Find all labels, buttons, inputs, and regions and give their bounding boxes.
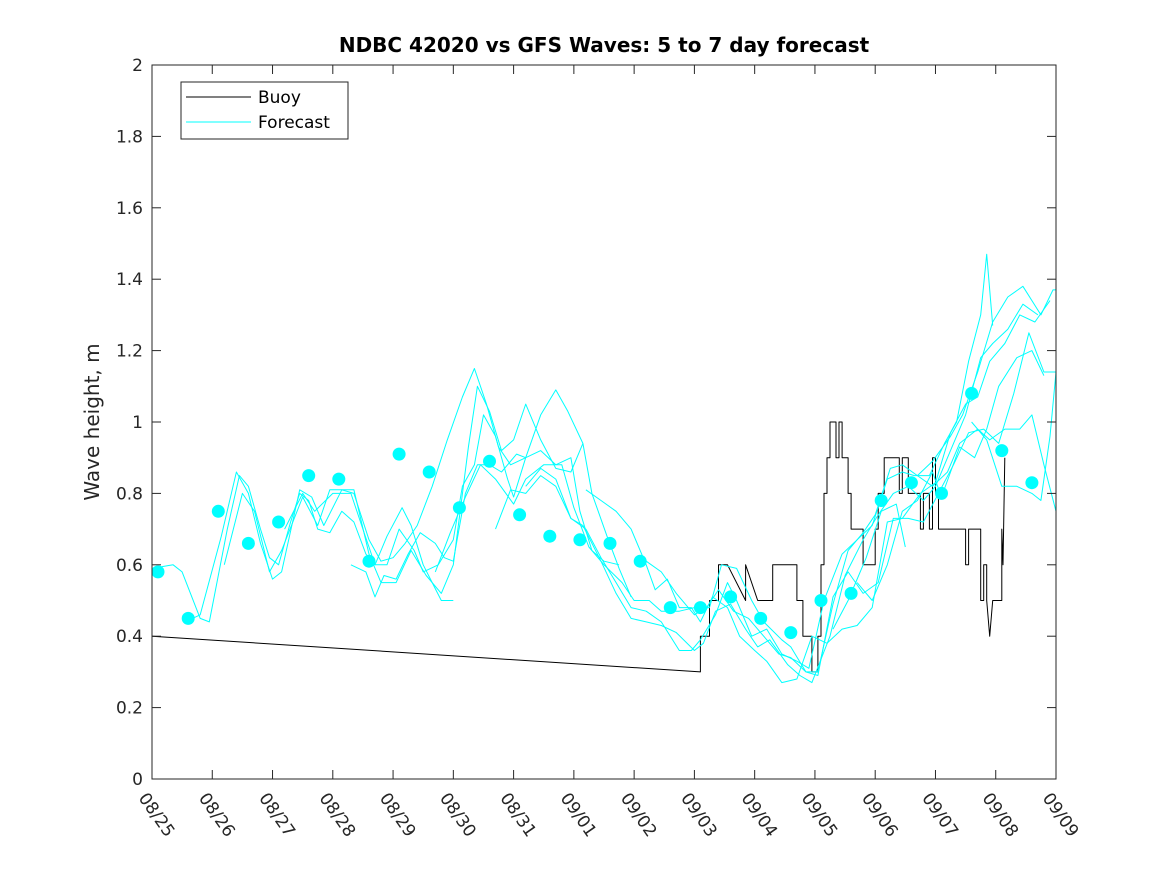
legend-box bbox=[180, 81, 349, 140]
forecast-marker-point bbox=[603, 536, 617, 550]
forecast-marker-point bbox=[693, 601, 707, 615]
forecast-marker-point bbox=[452, 501, 466, 515]
forecast-marker-point bbox=[724, 590, 738, 604]
y-tick-label: 0.2 bbox=[116, 699, 143, 719]
forecast-series-line-7 bbox=[495, 303, 1039, 684]
forecast-series-line-11 bbox=[856, 350, 1045, 601]
forecast-series-line-2 bbox=[184, 368, 526, 623]
forecast-marker-point bbox=[965, 386, 979, 400]
y-axis-label: Wave height, m bbox=[80, 343, 104, 500]
forecast-series-line-12 bbox=[832, 503, 906, 630]
forecast-marker-point bbox=[422, 465, 436, 479]
forecast-marker-point bbox=[573, 533, 587, 547]
y-tick-label: 0.4 bbox=[116, 627, 143, 647]
forecast-marker-point bbox=[362, 554, 376, 568]
forecast-marker-point bbox=[211, 504, 225, 518]
y-tick-label: 0.6 bbox=[116, 556, 143, 576]
y-tick-label: 0.8 bbox=[116, 484, 143, 504]
forecast-marker-point bbox=[663, 601, 677, 615]
forecast-marker-point bbox=[784, 626, 798, 640]
forecast-series-line-9 bbox=[585, 300, 1051, 684]
forecast-marker-point bbox=[181, 611, 195, 625]
y-tick-label: 1 bbox=[132, 413, 143, 433]
forecast-marker-point bbox=[241, 536, 255, 550]
forecast-marker-point bbox=[392, 447, 406, 461]
forecast-marker-point bbox=[513, 508, 527, 522]
plot-area bbox=[152, 65, 1056, 779]
forecast-marker-point bbox=[814, 594, 828, 607]
y-tick-label: 2 bbox=[132, 56, 143, 76]
y-tick-label: 1.6 bbox=[116, 199, 143, 219]
forecast-series-line-6 bbox=[434, 285, 1056, 673]
forecast-series-line-4 bbox=[284, 414, 620, 573]
forecast-series-line-10 bbox=[645, 332, 1056, 676]
forecast-marker-point bbox=[874, 494, 888, 507]
y-tick-label: 1.2 bbox=[116, 342, 143, 362]
forecast-series-line-5 bbox=[350, 389, 632, 598]
forecast-marker-point bbox=[1025, 476, 1039, 490]
legend-label-buoy: Buoy bbox=[258, 88, 301, 108]
chart-title: NDBC 42020 vs GFS Waves: 5 to 7 day fore… bbox=[339, 33, 870, 57]
forecast-marker-point bbox=[151, 565, 165, 579]
series-layer bbox=[151, 253, 1057, 684]
y-tick-label: 1.4 bbox=[116, 270, 143, 290]
y-tick-label: 0 bbox=[132, 770, 143, 790]
forecast-series-line-14 bbox=[971, 371, 1057, 501]
forecast-marker-point bbox=[995, 444, 1009, 458]
legend-label-forecast: Forecast bbox=[258, 113, 330, 133]
forecast-series-line-3 bbox=[223, 385, 584, 594]
forecast-series-line-1 bbox=[151, 475, 454, 623]
forecast-marker-point bbox=[483, 454, 496, 468]
forecast-marker-point bbox=[904, 476, 918, 490]
forecast-marker-point bbox=[633, 554, 647, 568]
legend: Buoy Forecast bbox=[180, 81, 349, 140]
forecast-marker-point bbox=[302, 469, 316, 483]
forecast-marker-point bbox=[332, 472, 346, 486]
markers-layer bbox=[151, 386, 1039, 640]
forecast-series-line-13 bbox=[917, 414, 1057, 512]
forecast-marker-point bbox=[754, 611, 768, 625]
forecast-series-line-8 bbox=[525, 253, 994, 669]
forecast-marker-point bbox=[543, 529, 557, 543]
forecast-marker-point bbox=[272, 515, 286, 529]
forecast-marker-point bbox=[844, 586, 858, 600]
forecast-marker-point bbox=[935, 486, 948, 500]
y-tick-label: 1.8 bbox=[116, 127, 143, 147]
